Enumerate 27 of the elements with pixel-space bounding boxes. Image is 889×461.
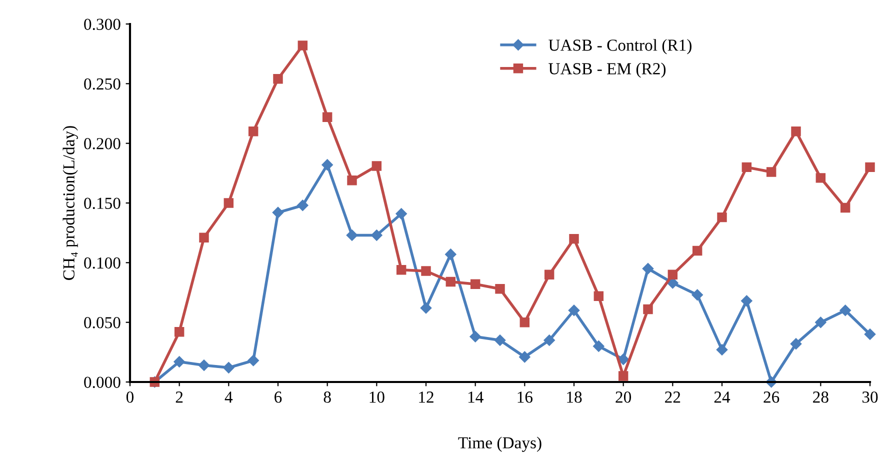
x-tick-label: 10 xyxy=(370,392,384,403)
x-tick-label: 18 xyxy=(567,392,582,403)
x-tick-label: 24 xyxy=(714,392,730,403)
x-tick-label: 12 xyxy=(419,392,434,403)
x-tick-label: 28 xyxy=(813,392,828,403)
x-tick-label: 4 xyxy=(224,392,233,403)
x-tick-label: 30 xyxy=(862,392,878,403)
x-tick-label: 2 xyxy=(176,392,183,403)
x-tick-label: 8 xyxy=(324,392,331,403)
x-tick-label: 6 xyxy=(274,392,282,403)
x-tick-label: 0 xyxy=(126,392,134,403)
y-tick-label: 0.200 xyxy=(84,138,120,150)
x-tick-label: 20 xyxy=(616,392,632,403)
y-tick-label: 0.100 xyxy=(84,257,120,269)
y-tick-label: 0.150 xyxy=(84,198,120,210)
y-tick-label: 0.000 xyxy=(84,376,120,388)
x-tick-label: 14 xyxy=(468,392,484,403)
y-tick-label: 0.250 xyxy=(84,78,120,90)
x-tick-label: 16 xyxy=(518,392,533,403)
y-tick-label: 0.050 xyxy=(84,317,120,328)
legend-label: UASB - EM (R2) xyxy=(548,62,666,78)
y-axis-title: CH₄ production(L/day) xyxy=(62,126,78,280)
y-tick-label: 0.300 xyxy=(84,18,120,30)
x-axis-title: Time (Days) xyxy=(458,436,542,452)
legend-label: UASB - Control (R1) xyxy=(548,39,692,54)
x-tick-label: 26 xyxy=(764,392,780,403)
x-tick-label: 22 xyxy=(665,392,680,403)
